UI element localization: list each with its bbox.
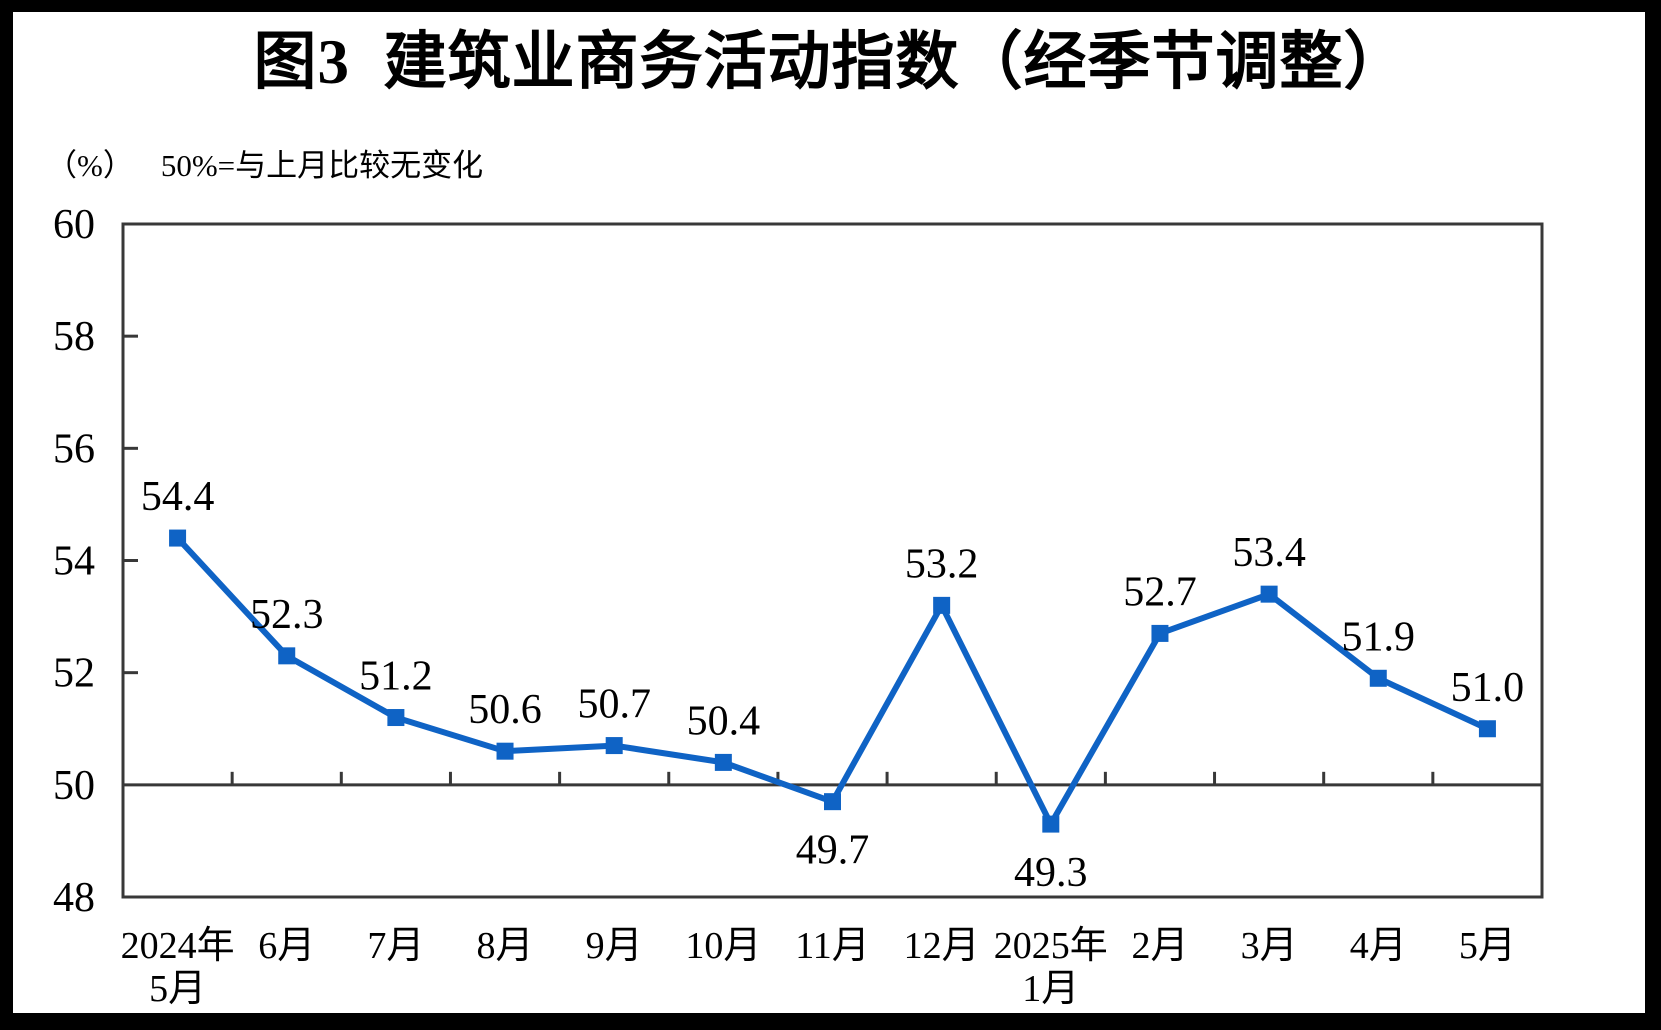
y-tick-label: 50 — [53, 763, 95, 809]
y-tick-label: 52 — [53, 651, 95, 697]
data-point-marker — [169, 529, 187, 547]
x-axis-label: 8月 — [477, 925, 534, 967]
chart-subtitle-row: （%） 50%=与上月比较无变化 — [46, 140, 483, 185]
data-point-label: 50.7 — [577, 682, 651, 728]
y-tick-label: 56 — [53, 426, 95, 472]
data-point-marker — [1369, 669, 1387, 687]
data-point-marker — [824, 793, 841, 811]
data-point-marker — [714, 753, 732, 771]
chart-title: 图3 建筑业商务活动指数（经季节调整） — [253, 27, 1408, 97]
x-axis-label: 6月 — [258, 925, 315, 967]
x-axis-label: 4月 — [1350, 925, 1407, 967]
data-point-label: 53.4 — [1232, 530, 1306, 576]
x-axis-label: 2月 — [1131, 925, 1188, 967]
data-point-label: 49.7 — [796, 828, 870, 874]
data-point-marker — [496, 742, 514, 760]
data-point-label: 52.3 — [250, 592, 324, 638]
data-point-label: 51.9 — [1342, 614, 1416, 660]
x-axis-label: 9月 — [586, 925, 643, 967]
data-point-marker — [387, 709, 405, 727]
y-tick-label: 58 — [53, 314, 95, 360]
data-point-marker — [1260, 585, 1278, 603]
data-point-label: 53.2 — [905, 541, 979, 587]
y-tick-label: 54 — [53, 539, 95, 585]
data-point-marker — [933, 596, 951, 614]
y-tick-label: 60 — [53, 202, 95, 248]
x-axis-label: 12月 — [904, 925, 980, 967]
data-point-marker — [1478, 720, 1496, 738]
data-point-marker — [1151, 624, 1169, 642]
x-axis-label: 1月 — [1022, 968, 1079, 1010]
data-point-marker — [605, 737, 623, 755]
y-tick-label: 48 — [53, 875, 95, 921]
y-axis-unit-label: （%） — [46, 148, 134, 183]
data-point-label: 52.7 — [1123, 569, 1197, 615]
data-point-label: 51.2 — [359, 654, 433, 700]
data-point-marker — [278, 647, 296, 665]
x-axis-label: 10月 — [685, 925, 761, 967]
data-point-label: 49.3 — [1014, 850, 1088, 896]
x-axis-label: 2024年 — [121, 925, 235, 967]
data-point-label: 51.0 — [1451, 665, 1525, 711]
x-axis-label: 5月 — [149, 968, 206, 1010]
data-point-label: 54.4 — [141, 474, 215, 520]
x-axis-label: 2025年 — [994, 925, 1108, 967]
baseline-note: 50%=与上月比较无变化 — [160, 148, 484, 183]
x-axis-label: 5月 — [1459, 925, 1516, 967]
data-point-label: 50.6 — [468, 687, 542, 733]
data-point-marker — [1042, 815, 1060, 833]
x-axis-label: 11月 — [795, 925, 870, 967]
data-point-label: 50.4 — [687, 698, 761, 744]
x-axis-label: 3月 — [1241, 925, 1298, 967]
x-axis-label: 7月 — [367, 925, 424, 967]
